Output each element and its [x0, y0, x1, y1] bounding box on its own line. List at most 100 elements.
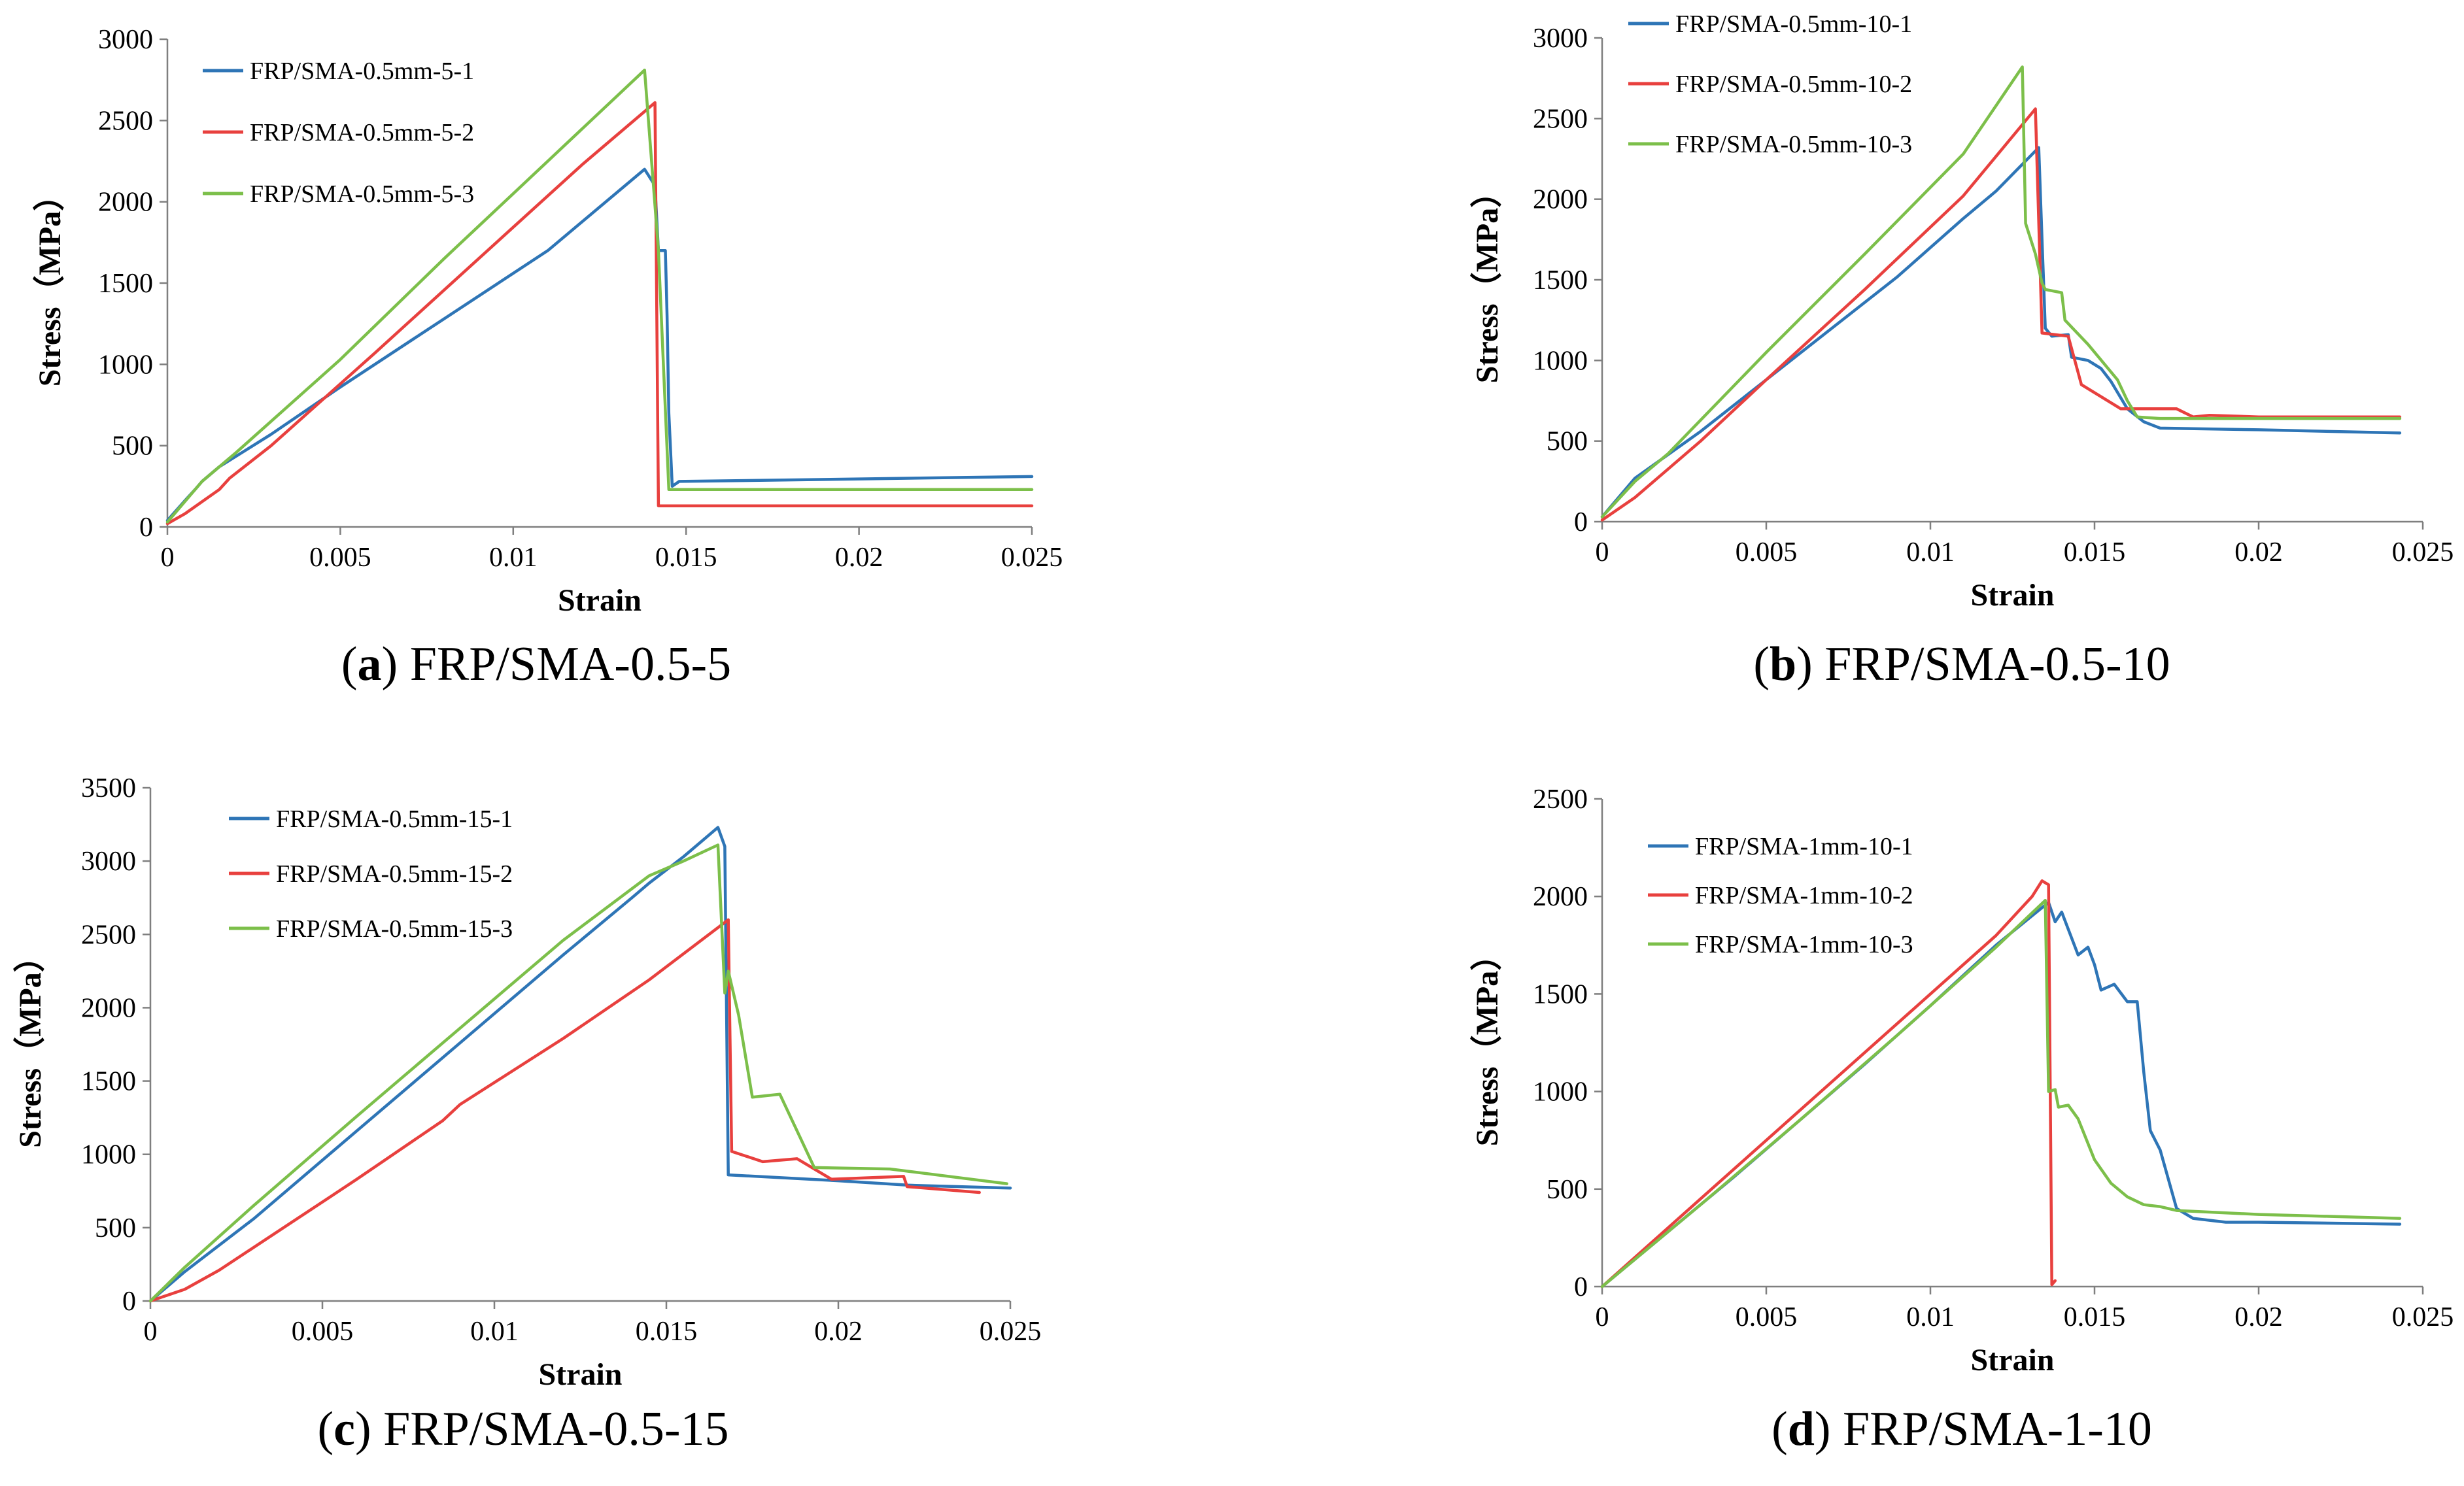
series-line-1 — [1600, 900, 2402, 1289]
legend-label-2: FRP/SMA-1mm-10-2 — [1695, 882, 1913, 909]
y-tick-label: 0 — [122, 1287, 136, 1317]
series-line-2 — [1600, 879, 2057, 1289]
x-tick-label: 0.025 — [1001, 543, 1063, 573]
x-axis-title: Strain — [1970, 578, 2054, 613]
legend-label-1: FRP/SMA-0.5mm-10-1 — [1675, 10, 1912, 38]
x-tick-label: 0.015 — [636, 1317, 698, 1347]
y-tick-label: 2000 — [1533, 185, 1588, 215]
legend-label-2: FRP/SMA-0.5mm-5-2 — [250, 119, 474, 146]
series-line-2 — [165, 101, 1034, 526]
series-line-3 — [165, 68, 1034, 524]
panel-caption: (a) FRP/SMA-0.5-5 — [341, 637, 731, 691]
legend-label-2: FRP/SMA-0.5mm-15-2 — [276, 860, 513, 888]
y-tick-label: 2000 — [98, 188, 153, 218]
y-axis-title: Stress（MPa） — [1470, 939, 1505, 1146]
series-line-1 — [1600, 146, 2402, 518]
panel-caption: (d) FRP/SMA-1-10 — [1771, 1402, 2152, 1456]
x-tick-label: 0 — [144, 1317, 158, 1347]
series-line-2 — [1600, 107, 2402, 522]
y-tick-label: 0 — [1574, 1272, 1588, 1302]
y-tick-label: 1000 — [98, 350, 153, 380]
x-axis-title: Strain — [1970, 1343, 2054, 1377]
legend-label-3: FRP/SMA-1mm-10-3 — [1695, 931, 1913, 958]
x-tick-label: 0.015 — [2064, 537, 2126, 567]
y-tick-label: 1000 — [1533, 1077, 1588, 1107]
y-tick-label: 3000 — [98, 25, 153, 55]
chart-panel-d: 0 500 1000 1500 2000 2500 0 0.005 0.01 0.015 0.02 0… — [1470, 785, 2454, 1456]
x-tick-label: 0.02 — [2234, 537, 2283, 567]
x-tick-label: 0.02 — [814, 1317, 863, 1347]
y-tick-label: 2500 — [98, 106, 153, 136]
caption-title: ) FRP/SMA-1-10 — [1815, 1402, 2152, 1456]
caption-open-paren: ( — [1753, 637, 1770, 691]
y-tick-label: 0 — [139, 513, 153, 543]
x-tick-label: 0.015 — [655, 543, 717, 573]
caption-open-paren: ( — [341, 637, 358, 691]
chart-panel-c: 0 500 1000 1500 2000 2500 3000 3500 0 0.005 0.01 0.… — [13, 773, 1041, 1456]
y-tick-label: 3500 — [81, 773, 136, 803]
series-line-3 — [148, 843, 1008, 1303]
x-tick-label: 0.025 — [2392, 537, 2454, 567]
caption-letter: d — [1788, 1402, 1815, 1456]
caption-letter: a — [358, 637, 382, 691]
caption-open-paren: ( — [317, 1402, 334, 1456]
y-tick-label: 500 — [95, 1213, 136, 1243]
x-tick-label: 0.025 — [980, 1317, 1042, 1347]
y-axis-title: Stress（MPa） — [13, 941, 48, 1147]
y-tick-label: 2500 — [81, 920, 136, 950]
x-tick-label: 0.005 — [1736, 1302, 1798, 1332]
x-tick-label: 0.01 — [489, 543, 538, 573]
legend-label-3: FRP/SMA-0.5mm-5-3 — [250, 180, 474, 208]
x-tick-label: 0.025 — [2392, 1302, 2454, 1332]
x-tick-label: 0.02 — [835, 543, 883, 573]
y-tick-label: 2500 — [1533, 785, 1588, 815]
y-tick-label: 1500 — [81, 1067, 136, 1097]
caption-title: ) FRP/SMA-0.5-10 — [1796, 637, 2170, 691]
legend-label-1: FRP/SMA-0.5mm-15-1 — [276, 805, 513, 833]
y-tick-label: 3000 — [1533, 24, 1588, 54]
series-line-3 — [1600, 65, 2402, 518]
legend-label-3: FRP/SMA-0.5mm-10-3 — [1675, 131, 1912, 158]
y-axis-title: Stress（MPa） — [33, 180, 67, 386]
y-tick-label: 500 — [112, 431, 153, 462]
y-tick-label: 1000 — [81, 1140, 136, 1170]
series-line-1 — [148, 826, 1012, 1303]
panel-caption: (c) FRP/SMA-0.5-15 — [317, 1402, 728, 1456]
legend-label-2: FRP/SMA-0.5mm-10-2 — [1675, 71, 1912, 98]
chart-panel-a: 0 500 1000 1500 2000 2500 3000 0 0.005 0.01 0.015 0… — [33, 25, 1063, 691]
y-tick-label: 3000 — [81, 847, 136, 877]
y-tick-label: 0 — [1574, 507, 1588, 537]
y-tick-label: 500 — [1547, 427, 1588, 457]
y-tick-label: 1500 — [98, 269, 153, 299]
legend-label-3: FRP/SMA-0.5mm-15-3 — [276, 915, 513, 943]
caption-letter: b — [1770, 637, 1796, 691]
y-tick-label: 2500 — [1533, 104, 1588, 134]
series-line-2 — [148, 918, 981, 1303]
y-tick-label: 1500 — [1533, 265, 1588, 296]
x-tick-label: 0 — [1596, 1302, 1609, 1332]
x-tick-label: 0.015 — [2064, 1302, 2126, 1332]
x-tick-label: 0.005 — [309, 543, 371, 573]
caption-letter: c — [334, 1402, 355, 1456]
y-axis-title: Stress（MPa） — [1470, 177, 1505, 383]
x-tick-label: 0.005 — [292, 1317, 354, 1347]
legend-label-1: FRP/SMA-0.5mm-5-1 — [250, 58, 474, 85]
x-axis-title: Strain — [558, 583, 642, 618]
caption-title: ) FRP/SMA-0.5-15 — [355, 1402, 729, 1456]
y-tick-label: 2000 — [81, 993, 136, 1023]
y-tick-label: 500 — [1547, 1175, 1588, 1205]
y-tick-label: 1500 — [1533, 979, 1588, 1009]
x-tick-label: 0.005 — [1736, 537, 1798, 567]
x-tick-label: 0 — [1596, 537, 1609, 567]
panel-caption: (b) FRP/SMA-0.5-10 — [1753, 637, 2170, 691]
x-tick-label: 0.02 — [2234, 1302, 2283, 1332]
x-tick-label: 0.01 — [1906, 1302, 1955, 1332]
chart-panel-b: 0 500 1000 1500 2000 2500 3000 0 0.005 0.01 0.015 0… — [1470, 10, 2454, 691]
x-tick-label: 0.01 — [470, 1317, 519, 1347]
x-tick-label: 0 — [161, 543, 175, 573]
x-axis-title: Strain — [538, 1357, 622, 1392]
series-line-3 — [1600, 898, 2402, 1289]
legend-label-1: FRP/SMA-1mm-10-1 — [1695, 833, 1913, 860]
caption-title: ) FRP/SMA-0.5-5 — [382, 637, 732, 691]
